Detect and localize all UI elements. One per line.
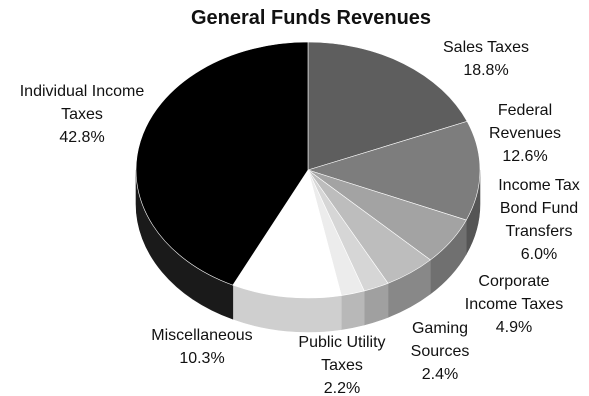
slice-label-line: Public Utility	[298, 334, 385, 351]
slice-label-line: Sources	[411, 343, 470, 360]
slice-label-line: Transfers	[506, 223, 573, 240]
slice-label: Income Tax Bond Fund Transfers 6.0%	[498, 177, 580, 263]
slice-label: Federal Revenues 12.6%	[489, 102, 561, 165]
pie-slice	[306, 121, 481, 221]
slice-label-line: 42.8%	[59, 129, 104, 146]
slice-label-line: Income Tax	[498, 177, 580, 194]
slice-label: Miscellaneous 10.3%	[151, 327, 252, 367]
slice-label-line: Bond Fund	[500, 200, 578, 217]
slice-label-line: 2.2%	[324, 380, 360, 396]
slice-label-line: Income Taxes	[465, 296, 563, 313]
slice-label-line: Taxes	[61, 106, 103, 123]
slice-label: Individual Income Taxes 42.8%	[20, 83, 145, 146]
pie-slice	[307, 41, 468, 171]
chart-title: General Funds Revenues	[191, 7, 431, 29]
slice-label-line: 10.3%	[179, 350, 224, 367]
slice-label-line: Corporate	[478, 273, 549, 290]
slice-label-line: Taxes	[321, 357, 363, 374]
slice-label-line: Revenues	[489, 125, 561, 142]
slice-label-line: 12.6%	[502, 148, 547, 165]
slice-labels: Sales Taxes 18.8% Federal Revenues 12.6% Inco…	[20, 39, 580, 396]
slice-label: Public Utility Taxes 2.2%	[298, 334, 385, 396]
pie-slices	[135, 41, 481, 299]
slice-label-line: Miscellaneous	[151, 327, 252, 344]
slice-label-line: 4.9%	[496, 319, 532, 336]
slice-label-line: Individual Income	[20, 83, 145, 100]
slice-label: Gaming Sources 2.4%	[411, 320, 470, 383]
slice-label-line: Gaming	[412, 320, 468, 337]
pie-slice-side	[340, 290, 365, 330]
pie-slice	[232, 169, 342, 299]
slice-label-line: Sales Taxes	[443, 39, 529, 56]
slice-label: Corporate Income Taxes 4.9%	[465, 273, 563, 336]
slice-label-line: 6.0%	[521, 246, 557, 263]
pie-slice	[135, 41, 309, 286]
slice-label-line: 18.8%	[463, 62, 508, 79]
slice-label-line: Federal	[498, 102, 552, 119]
slice-label-line: 2.4%	[422, 366, 458, 383]
slice-label: Sales Taxes 18.8%	[443, 39, 529, 79]
